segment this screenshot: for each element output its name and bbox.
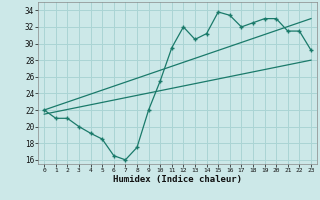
X-axis label: Humidex (Indice chaleur): Humidex (Indice chaleur) xyxy=(113,175,242,184)
